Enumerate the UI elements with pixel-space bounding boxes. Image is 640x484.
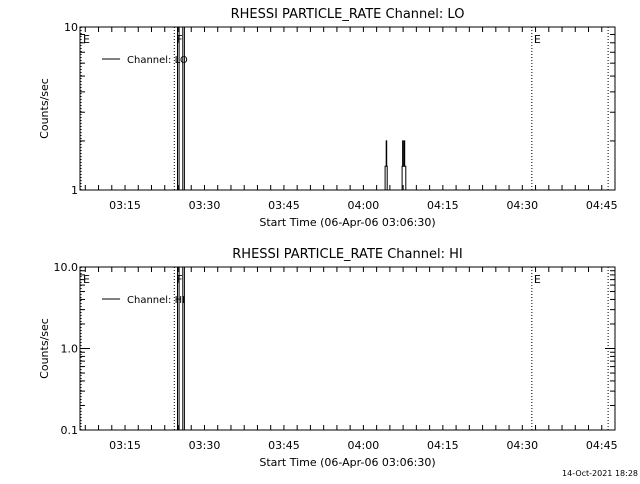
series-line	[177, 266, 185, 431]
x-tick-label: 04:15	[427, 439, 459, 452]
lo-channel-panel: RHESSI PARTICLE_RATE Channel: LO Counts/s…	[38, 7, 618, 229]
x-tick-label: 04:30	[506, 199, 538, 212]
y-tick-label: 0.1	[61, 424, 79, 437]
x-tick-label: 04:15	[427, 199, 459, 212]
chart-title: RHESSI PARTICLE_RATE Channel: HI	[232, 247, 462, 262]
x-tick-label: 04:00	[348, 199, 380, 212]
legend-entry: Channel: LO	[127, 55, 188, 66]
hi-channel-panel: RHESSI PARTICLE_RATE Channel: HI Counts/s…	[38, 247, 618, 469]
chart-title: RHESSI PARTICLE_RATE Channel: LO	[231, 7, 465, 22]
event-marker-label: E	[534, 33, 541, 46]
x-tick-label: 03:30	[189, 439, 221, 452]
plot-frame	[79, 26, 616, 191]
x-tick-label: 03:45	[268, 199, 300, 212]
x-tick-label: 03:15	[109, 199, 141, 212]
y-axis-label: Counts/sec	[38, 78, 51, 139]
x-tick-label: 03:15	[109, 439, 141, 452]
event-marker-label: E	[83, 33, 90, 46]
y-tick-label: 10.0	[54, 261, 79, 274]
y-tick-label: 10	[64, 21, 78, 34]
legend-entry: Channel: HI	[127, 295, 185, 306]
x-tick-label: 04:00	[348, 439, 380, 452]
x-tick-label: 04:30	[506, 439, 538, 452]
series-line	[177, 26, 407, 191]
y-tick-label: 1	[71, 184, 78, 197]
event-marker-label: E	[83, 273, 90, 286]
x-tick-label: 03:30	[189, 199, 221, 212]
x-tick-label: 04:45	[586, 439, 618, 452]
x-tick-label: 03:45	[268, 439, 300, 452]
footer-timestamp: 14-Oct-2021 18:28	[562, 469, 638, 478]
y-axis-label: Counts/sec	[38, 318, 51, 379]
plot-frame	[79, 266, 616, 431]
x-axis-label: Start Time (06-Apr-06 03:06:30)	[259, 456, 435, 469]
y-tick-label: 1.0	[61, 343, 79, 356]
x-axis-label: Start Time (06-Apr-06 03:06:30)	[259, 216, 435, 229]
x-tick-label: 04:45	[586, 199, 618, 212]
event-marker-label: E	[534, 273, 541, 286]
